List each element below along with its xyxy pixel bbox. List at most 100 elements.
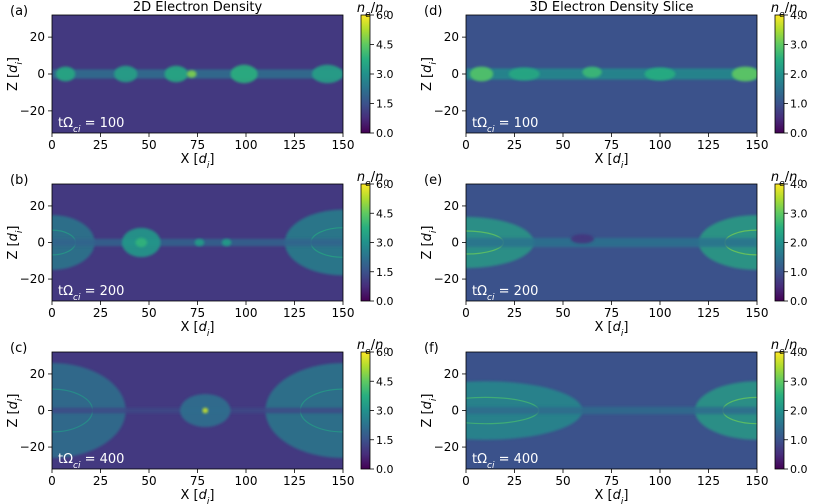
magnetic-island — [469, 66, 494, 82]
y-tick-label: 0 — [37, 404, 45, 418]
colorbar-tick-label: 4.5 — [376, 39, 394, 52]
magnetic-island — [135, 237, 148, 248]
colorbar-tick-label: 4.0 — [790, 178, 808, 191]
colorbar-tick-label: 4.5 — [376, 375, 394, 388]
colorbar — [774, 351, 785, 470]
x-tick-label: 75 — [604, 138, 619, 152]
x-tick-label: 25 — [507, 306, 522, 320]
y-tick-label: 20 — [444, 30, 459, 44]
y-axis-label: Z [di] — [420, 226, 439, 260]
y-tick-label: −20 — [20, 104, 45, 118]
x-tick-label: 50 — [555, 306, 570, 320]
magnetic-island — [570, 234, 595, 244]
x-tick-label: 25 — [93, 474, 108, 488]
x-tick-label: 75 — [604, 474, 619, 488]
x-axis-label: X [di] — [595, 320, 629, 339]
y-tick-label: 0 — [37, 67, 45, 81]
x-tick-label: 150 — [746, 474, 769, 488]
y-tick-label: −20 — [20, 272, 45, 286]
colorbar-tick-label: 1.0 — [790, 266, 808, 279]
colorbar-tick-label: 6.0 — [376, 178, 394, 191]
x-tick-label: 125 — [283, 138, 306, 152]
magnetic-island — [731, 66, 757, 82]
magnetic-island — [221, 238, 232, 247]
x-tick-label: 125 — [283, 306, 306, 320]
panel-2-1: 0 25 50 75 100 125 150 20 0 −20 X [di] Z [di] (b) tΩc… — [6, 170, 394, 339]
y-tick-label: −20 — [434, 104, 459, 118]
x-tick-label: 0 — [462, 474, 470, 488]
x-tick-label: 0 — [462, 306, 470, 320]
x-tick-label: 150 — [332, 474, 355, 488]
colorbar-tick-label: 4.0 — [790, 346, 808, 359]
y-tick-label: −20 — [434, 440, 459, 454]
colorbar-label: ne/n0 — [357, 1, 389, 20]
magnetic-island — [194, 238, 205, 247]
y-axis-label: Z [di] — [420, 57, 439, 91]
magnetic-island — [164, 65, 188, 83]
panel-label: (a) — [10, 4, 28, 19]
y-tick-label: 20 — [444, 199, 459, 213]
current-sheet — [466, 406, 757, 415]
panel-title: 2D Electron Density — [133, 0, 263, 15]
y-tick-label: 20 — [30, 367, 45, 381]
y-axis-label: Z [di] — [420, 394, 439, 428]
colorbar-tick-label: 3.0 — [376, 237, 394, 250]
magnetic-island — [582, 66, 602, 78]
time-annotation: tΩci = 200 — [472, 284, 538, 303]
panel-3-1: 0 25 50 75 100 125 150 20 0 −20 X [di] Z [di] (c) tΩc… — [6, 338, 394, 504]
colorbar-tick-label: 0.0 — [790, 295, 808, 308]
panel-3-2: 0 25 50 75 100 125 150 20 0 −20 X [di] Z [di] (f) tΩc… — [420, 338, 808, 504]
x-tick-label: 125 — [697, 138, 720, 152]
y-tick-label: 0 — [451, 236, 459, 250]
y-tick-label: 20 — [30, 199, 45, 213]
magnetic-island — [55, 66, 76, 82]
panel-label: (e) — [424, 173, 442, 188]
time-annotation: tΩci = 200 — [58, 284, 124, 303]
colorbar-tick-label: 1.5 — [376, 98, 394, 111]
x-tick-label: 150 — [746, 138, 769, 152]
y-tick-label: 0 — [451, 67, 459, 81]
y-tick-label: 20 — [30, 30, 45, 44]
magnetic-island — [230, 64, 258, 84]
x-tick-label: 100 — [649, 138, 672, 152]
x-tick-label: 100 — [649, 306, 672, 320]
density-map — [466, 352, 757, 469]
colorbar — [360, 351, 371, 470]
colorbar-tick-label: 3.0 — [790, 207, 808, 220]
colorbar-tick-label: 2.0 — [790, 68, 808, 81]
x-axis-label: X [di] — [595, 152, 629, 171]
colorbar-label: ne/n0 — [771, 170, 803, 189]
y-axis-label: Z [di] — [6, 57, 25, 91]
panel-label: (c) — [10, 341, 27, 356]
magnetic-island — [114, 65, 138, 83]
magnetic-island — [202, 407, 209, 414]
colorbar-tick-label: 1.5 — [376, 266, 394, 279]
y-axis-label: Z [di] — [6, 226, 25, 260]
x-tick-label: 100 — [235, 138, 258, 152]
x-axis-label: X [di] — [181, 320, 215, 339]
x-axis-label: X [di] — [181, 152, 215, 171]
colorbar-tick-label: 1.0 — [790, 434, 808, 447]
colorbar-label: ne/n0 — [357, 338, 389, 357]
density-map — [466, 15, 757, 133]
x-tick-label: 75 — [190, 306, 205, 320]
x-tick-label: 50 — [141, 306, 156, 320]
colorbar-tick-label: 6.0 — [376, 346, 394, 359]
colorbar-label: ne/n0 — [771, 1, 803, 20]
x-tick-label: 25 — [507, 138, 522, 152]
density-map — [52, 15, 343, 133]
x-tick-label: 150 — [332, 138, 355, 152]
magnetic-island — [508, 67, 540, 81]
x-tick-label: 0 — [48, 306, 56, 320]
x-axis-label: X [di] — [595, 488, 629, 504]
x-tick-label: 100 — [235, 474, 258, 488]
colorbar-tick-label: 0.0 — [790, 463, 808, 476]
colorbar-tick-label: 3.0 — [790, 375, 808, 388]
magnetic-island — [644, 67, 676, 81]
x-tick-label: 0 — [48, 138, 56, 152]
colorbar-tick-label: 0.0 — [790, 127, 808, 140]
time-annotation: tΩci = 400 — [58, 452, 124, 471]
colorbar-tick-label: 4.0 — [790, 9, 808, 22]
x-tick-label: 100 — [235, 306, 258, 320]
x-tick-label: 125 — [697, 306, 720, 320]
